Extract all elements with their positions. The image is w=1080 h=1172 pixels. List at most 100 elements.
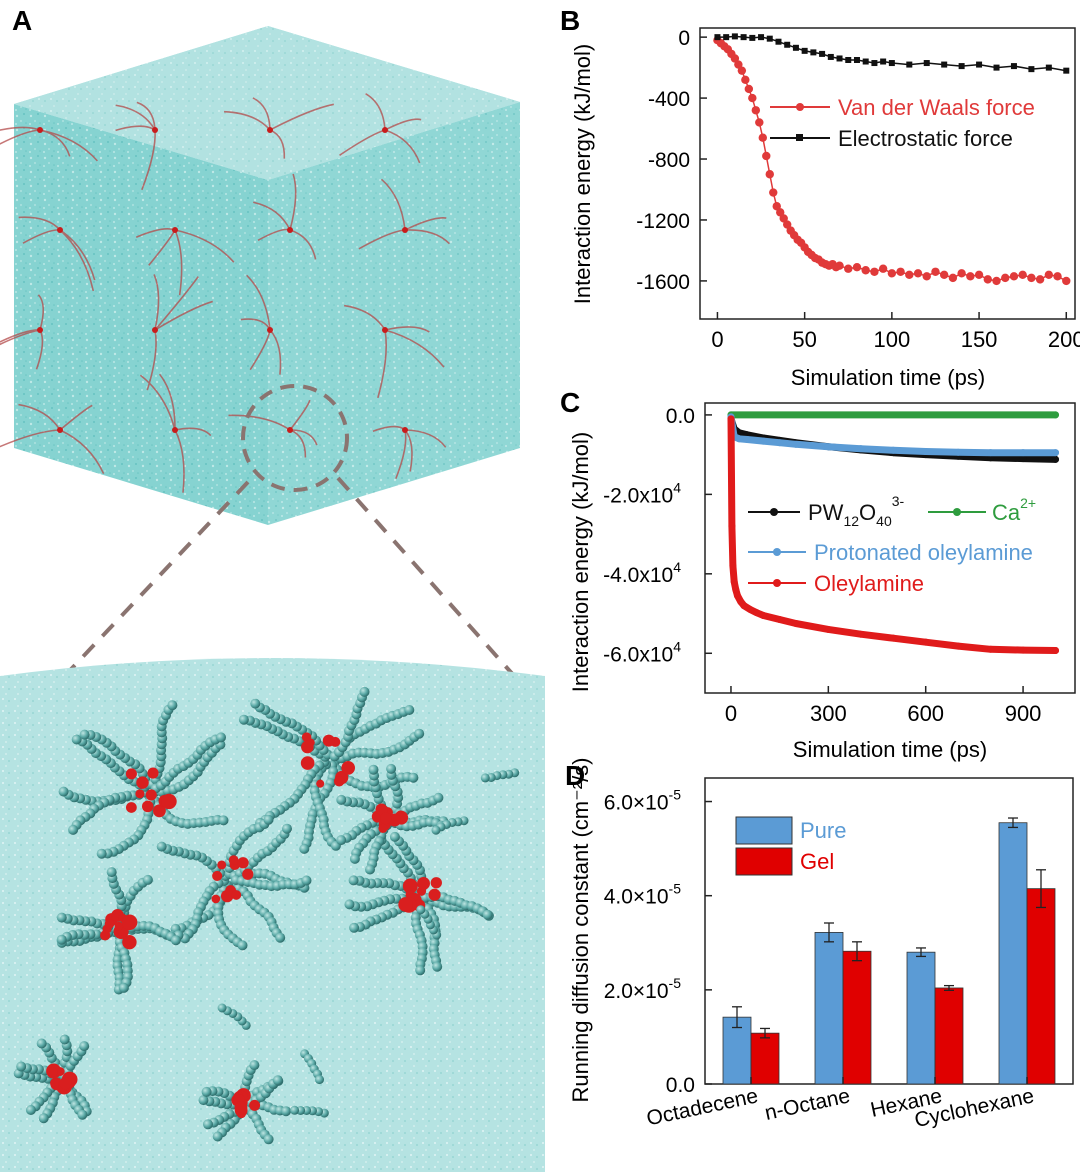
chart-c-legend: PW12O403- Ca2+ Protonated oleylamine Ole… [748, 493, 1036, 596]
panel-b-letter: B [560, 5, 580, 36]
molecule-bead [301, 875, 312, 886]
network-strand [289, 229, 317, 260]
chart-d-legend: Pure Gel [735, 816, 846, 876]
electrostatic-point [827, 53, 834, 60]
molecule-bead [415, 965, 426, 976]
molecule-core [242, 868, 254, 880]
vdw-point [922, 272, 931, 281]
vdw-point [1044, 270, 1054, 280]
network-strand [228, 414, 291, 431]
vdw-point [776, 208, 785, 217]
molecule-bead [142, 874, 153, 885]
molecule-bead [336, 835, 347, 846]
oleylamine-point [729, 562, 737, 570]
network-node [382, 327, 388, 333]
molecule-core [217, 860, 227, 870]
vdw-point [861, 266, 870, 275]
vdw-point [755, 118, 764, 127]
network-strand [377, 329, 387, 399]
electrostatic-point [731, 33, 738, 40]
molecule-core [249, 1099, 261, 1111]
molecule-bead [170, 935, 181, 946]
network-strand [384, 326, 430, 333]
vdw-point [1018, 270, 1027, 280]
vdw-point [852, 262, 862, 272]
protonated-point [759, 437, 767, 445]
molecule-bead [96, 848, 107, 859]
molecule-bead [212, 1131, 223, 1142]
y-tick-label: -1200 [636, 210, 690, 233]
vdw-point [769, 188, 778, 197]
network-strand [146, 329, 157, 391]
x-tick-label: 900 [1005, 701, 1042, 726]
oleylamine-point [1052, 646, 1060, 654]
vdw-point [741, 75, 750, 85]
molecule-bead [275, 932, 286, 943]
molecule-core [212, 870, 223, 882]
oleylamine-point [728, 522, 736, 530]
electrostatic-point [923, 60, 930, 67]
y-tick-label: 0 [678, 27, 690, 50]
molecule-bead [433, 792, 444, 803]
electrostatic-point [976, 61, 983, 68]
chart-c-axes: 0 300 600 900 0.0 -2.0x104 -4.0x104 -6.0x104 [603, 405, 1041, 726]
legend-ca-label: Ca2+ [992, 495, 1036, 525]
network-strand [269, 329, 282, 375]
legend-pw-label: PW12O403- [808, 493, 905, 529]
electrostatic-point [1010, 63, 1017, 70]
pw-point [1052, 455, 1060, 463]
network-strand [384, 118, 422, 131]
legend-gel-swatch [735, 847, 793, 876]
molecule-bead [216, 732, 226, 743]
vdw-point [744, 84, 754, 94]
x-tick-label: 200 [1048, 327, 1080, 352]
oleylamine-point [759, 612, 767, 620]
molecule-core [398, 897, 413, 912]
molecule-bead [263, 814, 274, 825]
electrostatic-point [880, 58, 887, 65]
protonated-point [743, 436, 751, 444]
chart-c-frame [704, 402, 1076, 694]
bar-pure [998, 822, 1028, 1085]
molecule-core [152, 804, 166, 818]
legend-oleylamine-label: Oleylamine [814, 571, 924, 596]
vdw-point [783, 220, 792, 229]
molecule-core [417, 877, 430, 890]
zoom-line-left [40, 480, 250, 702]
molecule-core [228, 855, 239, 866]
molecule-core [59, 1077, 72, 1090]
vdw-point [765, 170, 774, 179]
y-tick-label: 6.0×10-5 [604, 787, 681, 815]
y-tick-label: -800 [648, 149, 690, 172]
electrostatic-point [906, 61, 913, 68]
molecule-core [114, 921, 124, 931]
network-node [267, 127, 273, 133]
vdw-point [737, 66, 747, 75]
molecule-bead [56, 934, 67, 945]
molecule-bead [299, 843, 310, 854]
network-strand [0, 126, 41, 131]
molecule-bead [282, 823, 292, 834]
molecule-bead [359, 686, 370, 697]
chart-d-axes: 0.0 2.0×10-5 4.0×10-5 6.0×10-5 [604, 787, 712, 1097]
network-strand [380, 178, 406, 231]
category-label: n-Octane [763, 1084, 852, 1124]
vdw-point [957, 269, 966, 278]
legend-pw-marker [770, 508, 778, 516]
molecule-core [380, 812, 392, 825]
vdw-point [730, 54, 740, 63]
oleylamine-point [987, 645, 995, 653]
molecule-core [135, 789, 145, 799]
network-strand [18, 403, 61, 431]
network-node [402, 427, 408, 433]
legend-electrostatic-label: Electrostatic force [838, 126, 1013, 151]
vdw-point [992, 276, 1001, 286]
chart-b-xlabel: Simulation time (ps) [791, 365, 985, 390]
vdw-point [758, 133, 767, 142]
legend-electrostatic-marker [796, 134, 803, 141]
molecule-bead [431, 825, 441, 835]
network-node [57, 427, 63, 433]
molecule-bead [416, 905, 426, 915]
panel-c-letter: C [560, 387, 580, 418]
protonated-point [735, 435, 743, 443]
